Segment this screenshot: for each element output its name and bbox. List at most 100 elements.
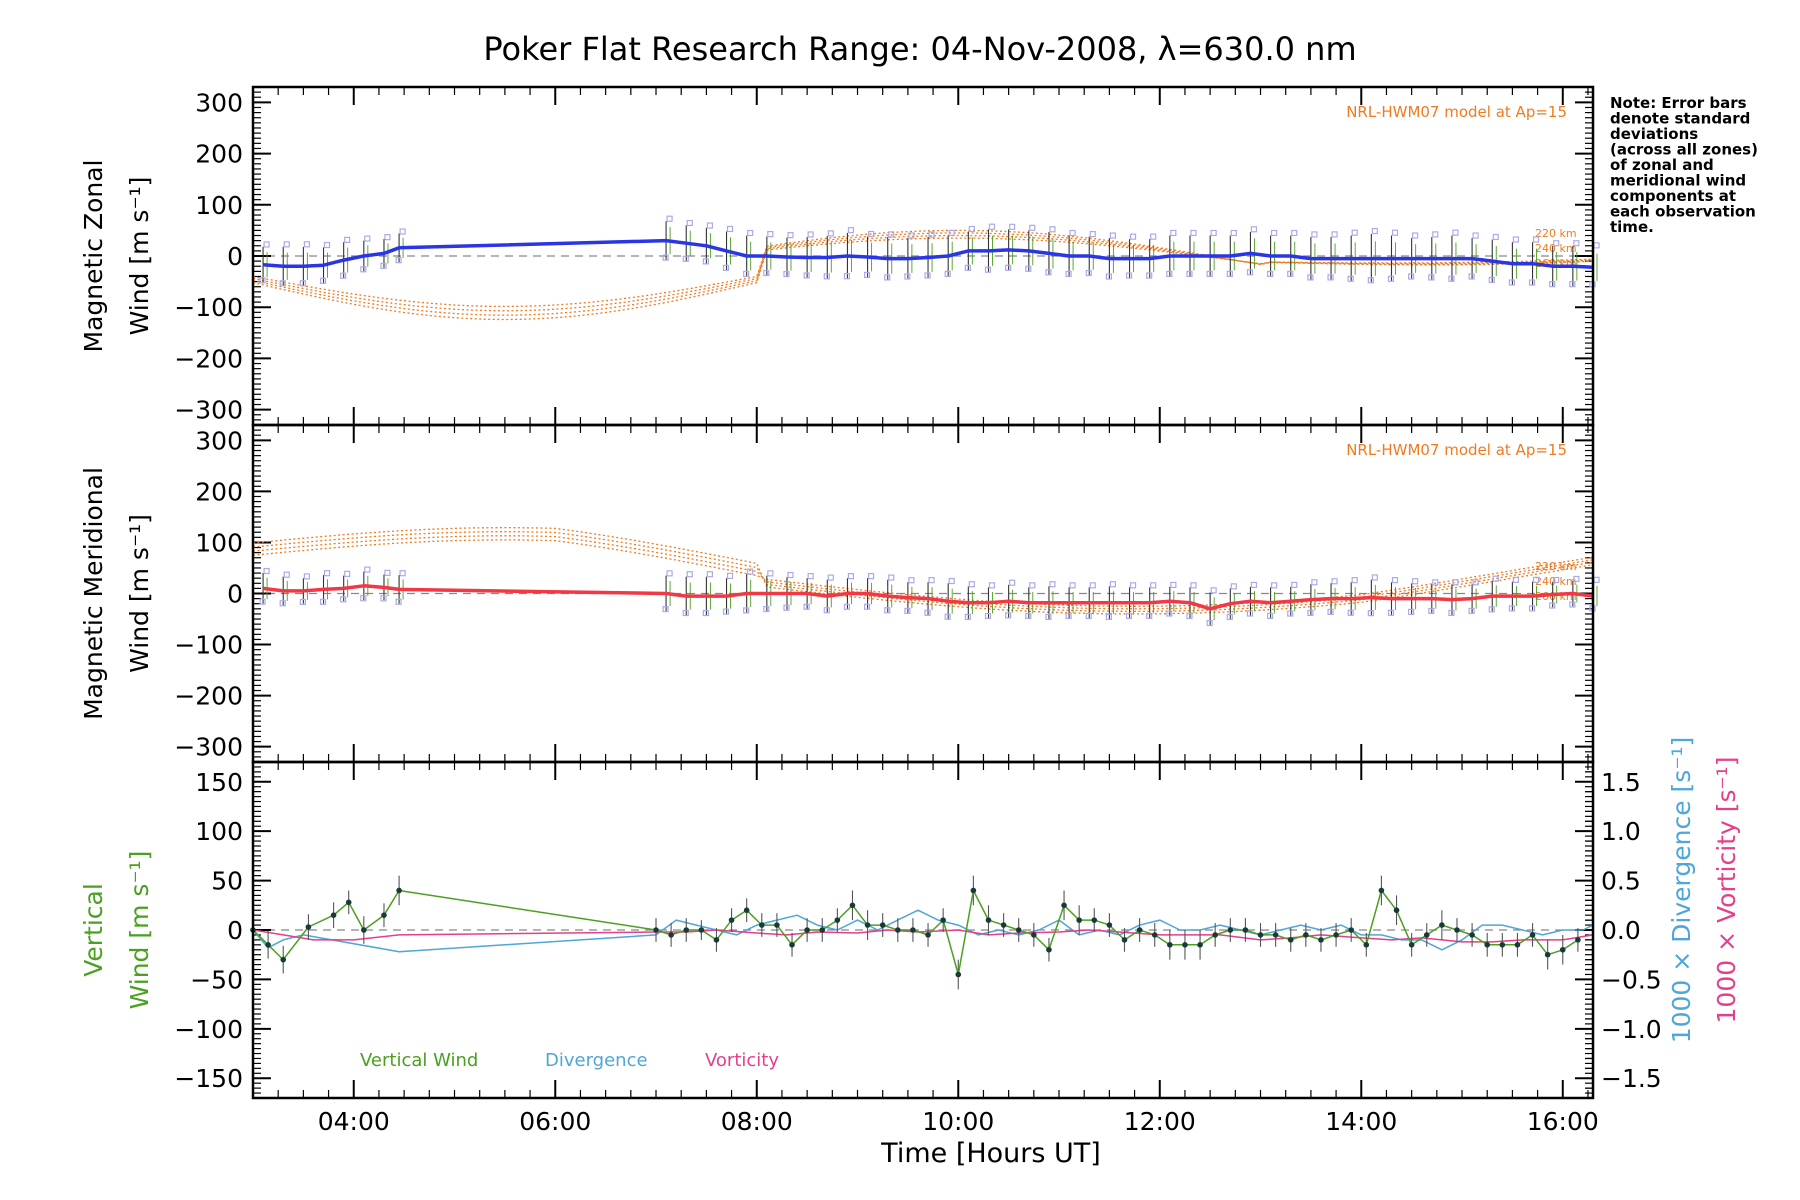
- zone-sample: [1549, 602, 1556, 609]
- zone-sample: [344, 236, 351, 243]
- zone-sample: [1009, 223, 1016, 230]
- zone-sample: [1448, 609, 1455, 617]
- zone-sample: [1089, 582, 1096, 589]
- y-axis-label: Magnetic Meridional: [79, 467, 108, 720]
- y-tick-label: −100: [174, 1015, 243, 1044]
- zone-sample: [1105, 613, 1112, 620]
- zone-sample: [323, 570, 331, 577]
- zone-sample: [1166, 610, 1173, 617]
- zone-sample: [340, 596, 347, 603]
- zone-sample: [743, 607, 750, 614]
- y-tick-label: 300: [195, 88, 243, 117]
- vertical-wind-point: [1106, 922, 1113, 928]
- zone-sample: [968, 225, 975, 233]
- zone-sample: [1532, 576, 1540, 583]
- zone-sample: [1468, 273, 1475, 280]
- zone-sample: [1045, 613, 1052, 620]
- zone-sample: [1307, 274, 1314, 281]
- vertical-wind-point: [895, 927, 901, 933]
- vertical-wind-point: [1242, 927, 1249, 933]
- zone-sample: [686, 219, 693, 227]
- zone-sample: [763, 269, 770, 277]
- zone-sample: [279, 600, 286, 607]
- vertical-wind-point: [955, 971, 962, 978]
- zone-sample: [1085, 269, 1092, 277]
- y-tick-label: 50: [211, 867, 243, 896]
- y-tick-label: 100: [195, 817, 243, 846]
- vertical-wind-point: [1393, 907, 1400, 914]
- y-axis-label: Wind [m s⁻¹]: [125, 177, 154, 336]
- zone-sample: [1025, 265, 1032, 272]
- zone-sample: [1488, 606, 1495, 613]
- meridional-wind-line: [262, 584, 1594, 611]
- zone-sample: [1532, 236, 1540, 243]
- zone-sample: [964, 613, 971, 620]
- zone-sample: [1005, 612, 1012, 619]
- vertical-wind-point: [1061, 902, 1067, 909]
- zone-sample: [1492, 575, 1499, 582]
- zone-sample: [395, 257, 402, 264]
- zone-sample: [888, 231, 895, 238]
- zone-sample: [1266, 612, 1274, 620]
- zone-sample: [1311, 579, 1318, 586]
- y2-tick-label: −1.0: [1601, 1015, 1662, 1044]
- note-line: deviations: [1610, 125, 1698, 143]
- zone-sample: [1109, 232, 1116, 239]
- zone-sample: [1266, 270, 1274, 278]
- zone-sample: [964, 264, 971, 271]
- zone-sample: [904, 607, 911, 614]
- legend-item: Divergence: [545, 1050, 648, 1071]
- zone-sample: [1170, 581, 1177, 589]
- zone-sample: [787, 232, 794, 239]
- zone-sample: [1150, 582, 1157, 589]
- y-axis-label: Vertical: [79, 883, 108, 977]
- zone-sample: [1009, 579, 1016, 586]
- y-tick-label: 150: [195, 768, 243, 797]
- vertical-wind-point: [1151, 932, 1158, 938]
- zone-sample: [263, 241, 270, 248]
- zone-sample: [1049, 581, 1056, 588]
- vertical-wind-point: [396, 887, 402, 894]
- zone-sample: [807, 573, 814, 580]
- zone-sample: [1432, 579, 1439, 586]
- zone-sample: [1210, 587, 1217, 594]
- chart-title: Poker Flat Research Range: 04-Nov-2008, …: [483, 30, 1356, 68]
- vertical-wind-point: [330, 912, 337, 918]
- zone-sample: [1307, 609, 1314, 617]
- vertical-wind-point: [1197, 942, 1203, 948]
- model-altitude-label: 220 km: [1535, 227, 1577, 240]
- zone-sample: [1468, 607, 1475, 615]
- x-tick-label: 10:00: [922, 1107, 994, 1136]
- panels: −300 −200 −100 0 100 200 300 Magnetic Zonal Wind…: [79, 85, 1741, 1136]
- vertical-wind-point: [728, 917, 735, 923]
- vertical-wind-point: [864, 922, 871, 928]
- vertical-wind-point: [1182, 942, 1188, 948]
- vertical-wind-point: [1303, 932, 1309, 938]
- vertical-wind-point: [1575, 937, 1581, 943]
- zone-sample: [702, 258, 709, 265]
- zone-sample: [924, 609, 931, 616]
- zone-sample: [867, 230, 875, 238]
- y-tick-label: −300: [174, 396, 243, 425]
- zone-sample: [1432, 231, 1439, 238]
- zone-sample: [1512, 236, 1519, 243]
- x-tick-label: 16:00: [1527, 1107, 1599, 1136]
- vertical-wind-point: [653, 927, 659, 933]
- model-label: NRL-HWM07 model at Ap=15: [1346, 441, 1567, 459]
- zone-sample: [823, 607, 830, 614]
- zone-sample: [1528, 605, 1536, 612]
- zone-sample: [884, 274, 891, 281]
- zone-sample: [767, 570, 774, 577]
- vertical-wind-point: [1544, 951, 1551, 958]
- vertical-wind-point: [1046, 946, 1052, 953]
- y-tick-label: 200: [195, 140, 243, 169]
- vertical-wind-point: [1272, 932, 1279, 938]
- zone-sample: [1287, 610, 1294, 617]
- zone-sample: [1472, 232, 1479, 239]
- legend-item: Vertical Wind: [360, 1050, 478, 1071]
- zone-sample: [1428, 274, 1435, 281]
- zone-sample: [1408, 273, 1415, 280]
- note-line: each observation: [1610, 203, 1756, 221]
- y-axis-label: Wind [m s⁻¹]: [125, 514, 154, 673]
